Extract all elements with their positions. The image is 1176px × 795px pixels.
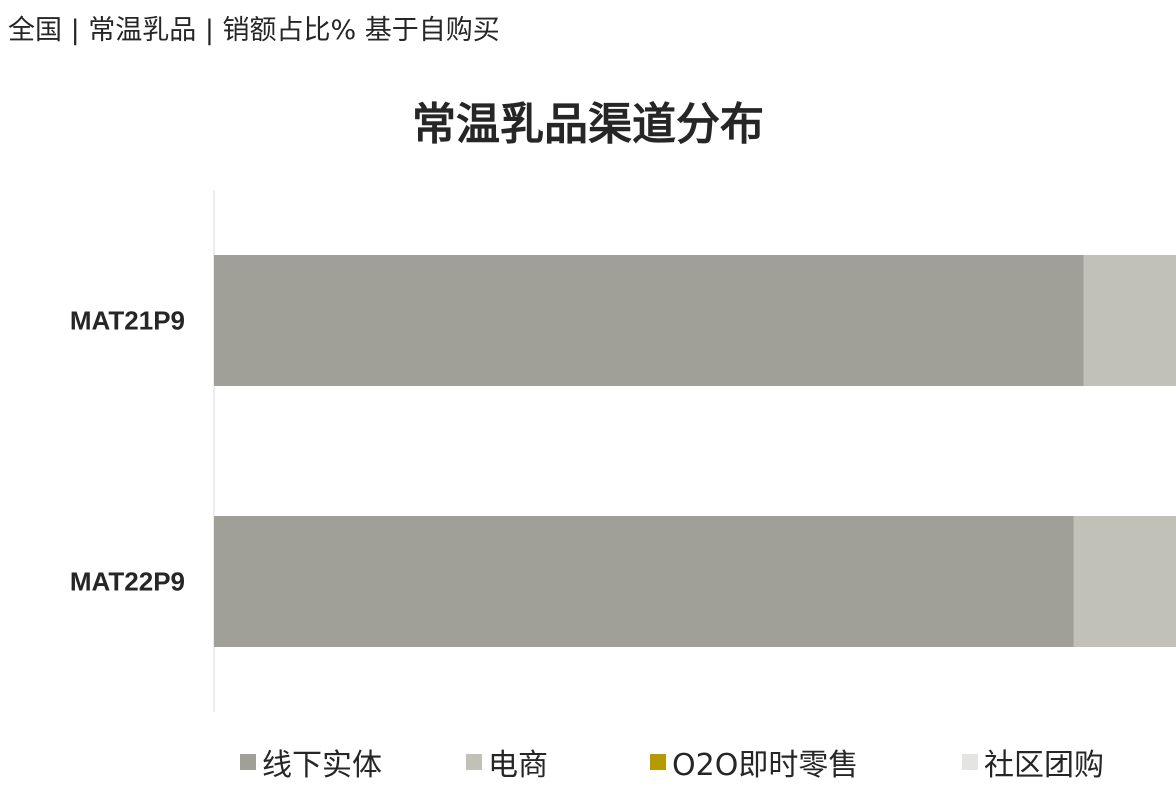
chart-legend: 线下实体 电商 O2O即时零售 社区团购 (0, 740, 1176, 784)
legend-item: 线下实体 (240, 740, 382, 784)
legend-item: 社区团购 (962, 740, 1104, 784)
chart-subtitle: 全国 | 常温乳品 | 销额占比% 基于自购买 (8, 15, 500, 46)
legend-label: 线下实体 (262, 748, 382, 783)
legend-label: 电商 (488, 748, 548, 783)
category-label: MAT21P9 (70, 306, 185, 336)
legend-swatch (962, 754, 978, 770)
category-label: MAT22P9 (70, 567, 185, 597)
bar-segment-1 (214, 255, 1084, 386)
legend-label: O2O即时零售 (672, 748, 859, 783)
chart-title: 常温乳品渠道分布 (412, 99, 764, 150)
legend-swatch (466, 754, 482, 770)
legend-label: 社区团购 (984, 748, 1104, 783)
bar-segment-2 (1073, 516, 1176, 647)
bar-segment-2 (1083, 255, 1176, 386)
legend-swatch (240, 754, 256, 770)
bar-segment-1 (214, 516, 1074, 647)
legend-swatch (650, 754, 666, 770)
legend-item: O2O即时零售 (650, 740, 858, 784)
legend-item: 电商 (466, 740, 548, 784)
